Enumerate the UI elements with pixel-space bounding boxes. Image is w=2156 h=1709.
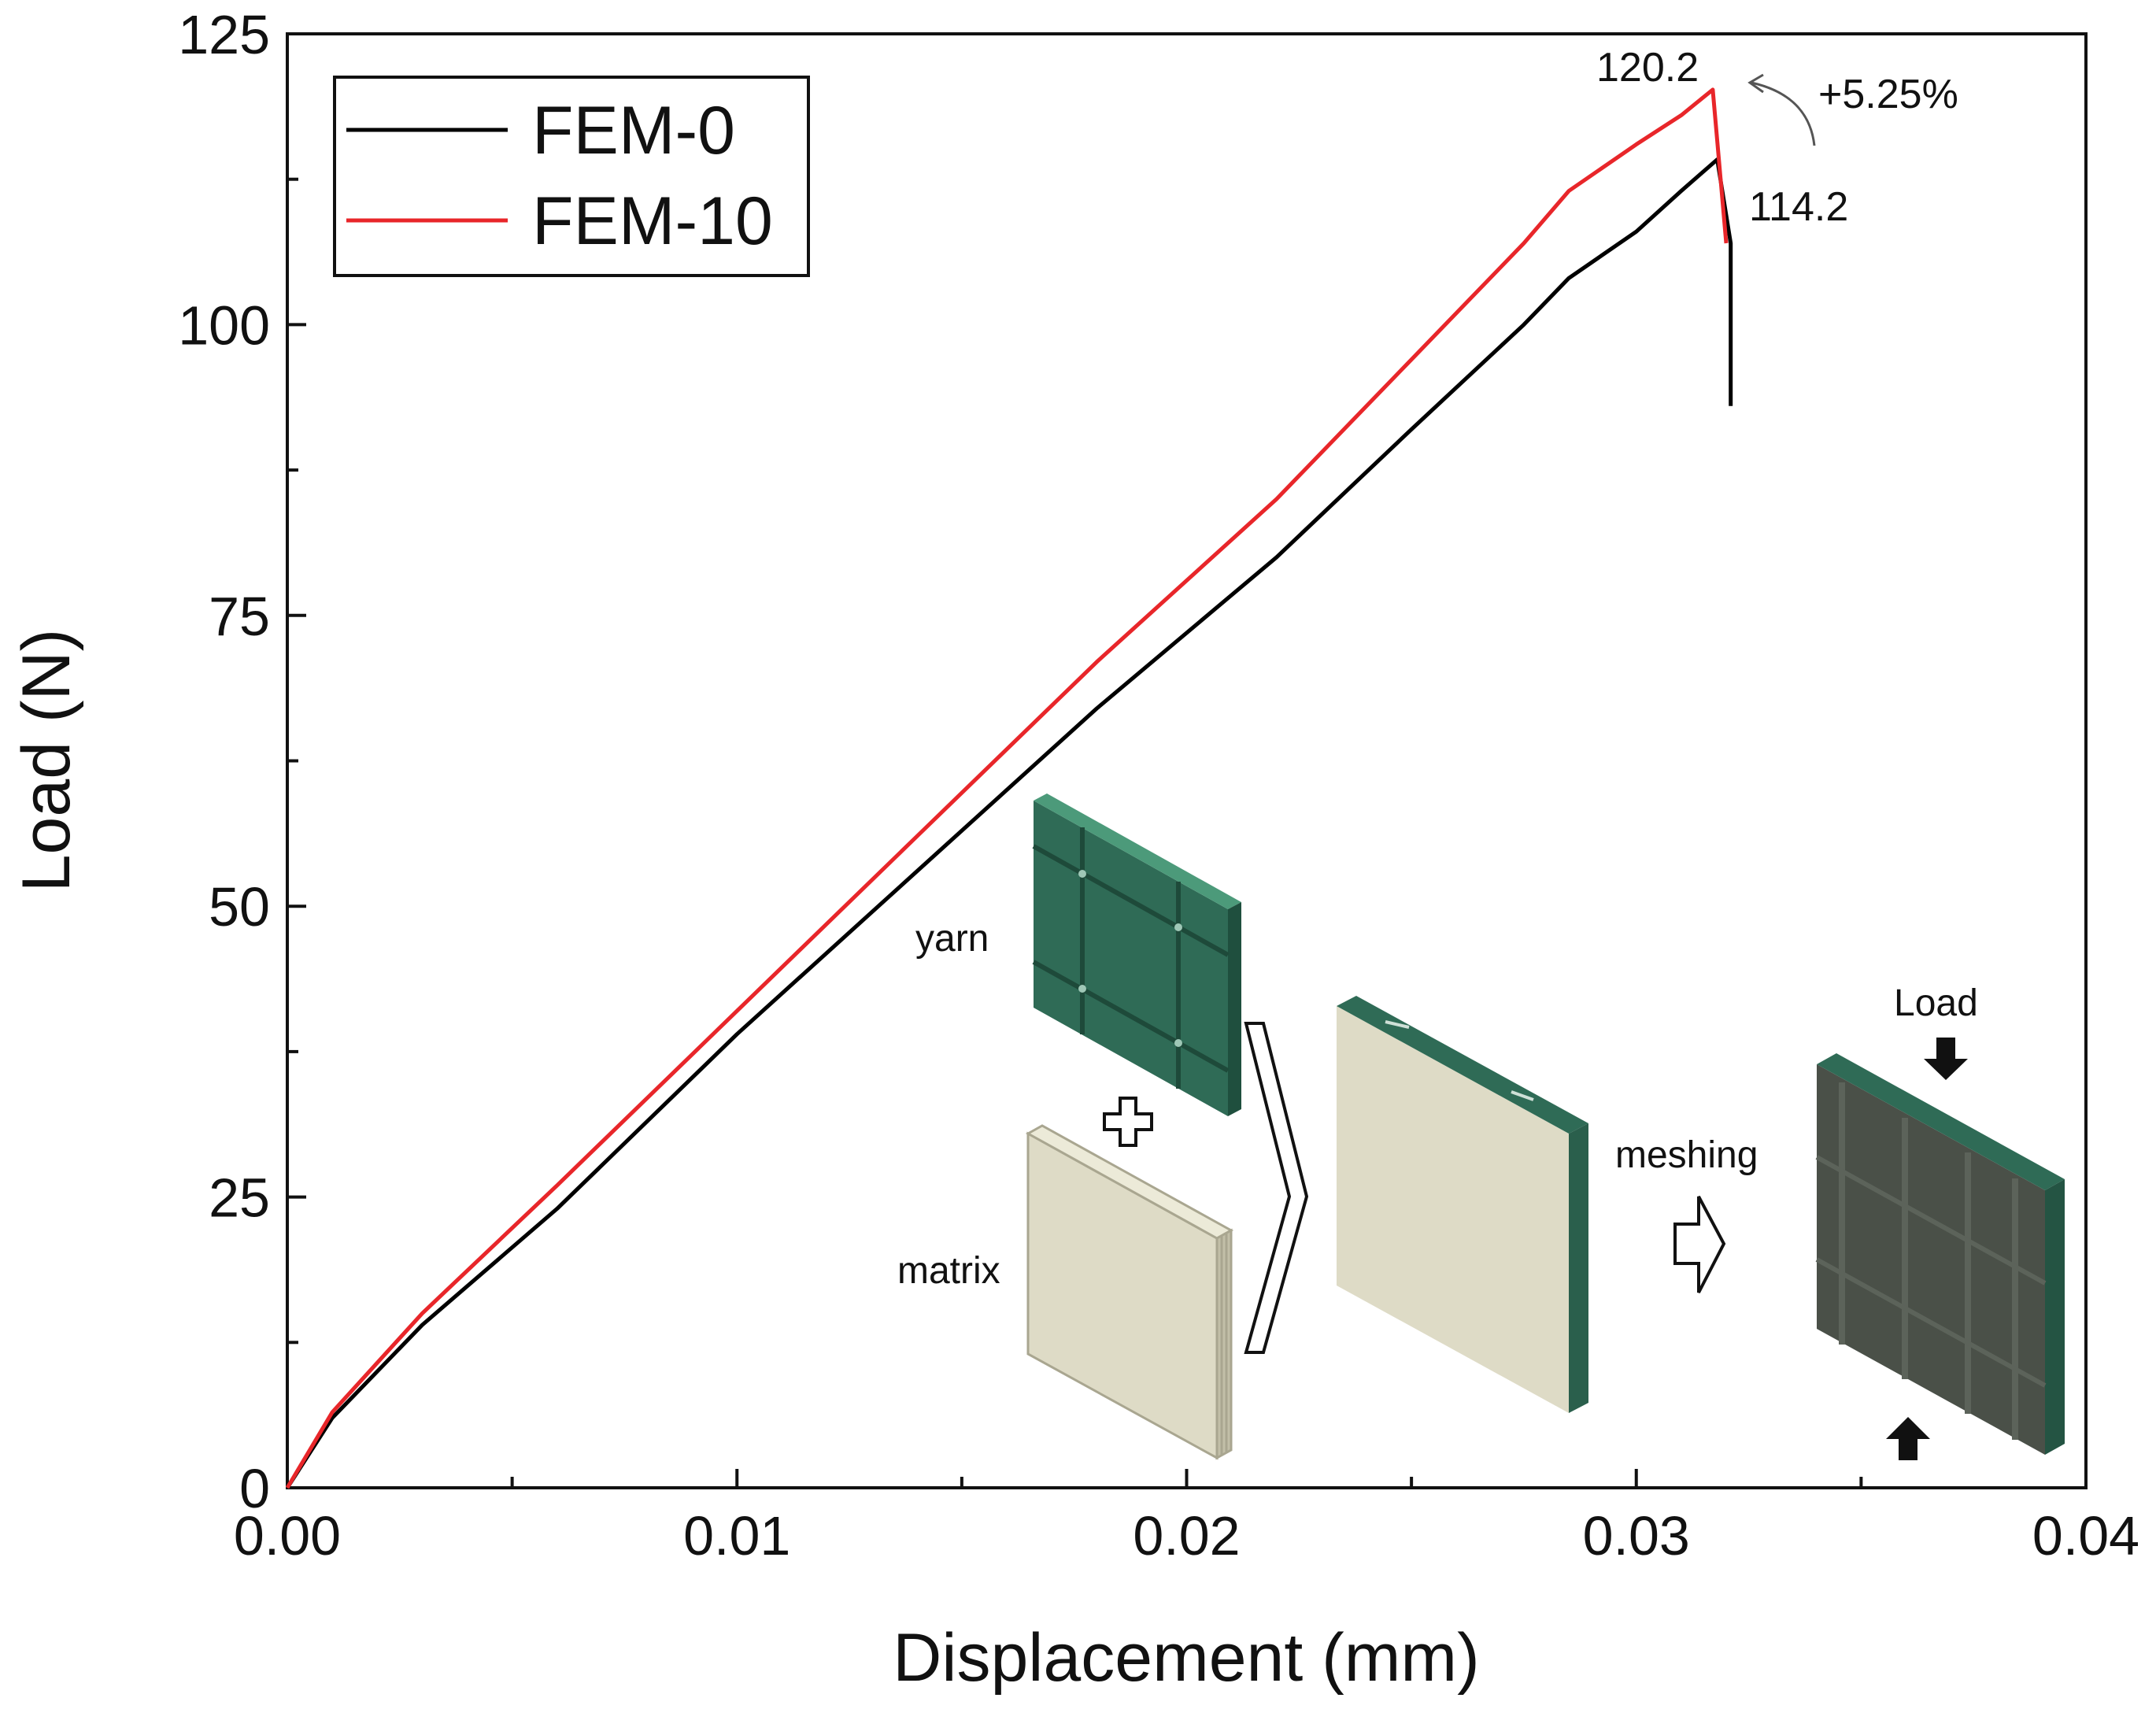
arrow-right-icon [1673, 1196, 1726, 1293]
meshed-model-picture [1815, 1053, 2065, 1455]
peak-label-fem-0: 114.2 [1749, 184, 1848, 230]
combined-model-picture [1337, 996, 1588, 1413]
series-line-fem-10 [285, 87, 1729, 1489]
x-tick-label: 0.01 [683, 1505, 790, 1567]
x-tick-labels: 0.00 0.01 0.02 0.03 0.04 [234, 1505, 2139, 1567]
peak-label-fem-10: 120.2 [1596, 45, 1699, 91]
plus-icon [1103, 1097, 1153, 1147]
x-tick-label: 0.00 [234, 1505, 341, 1567]
x-axis-ticks [286, 1469, 2088, 1488]
legend-label-fem-10: FEM-10 [532, 183, 773, 259]
legend-box [333, 76, 810, 277]
y-axis-ticks [287, 32, 306, 1489]
y-tick-label: 50 [209, 876, 270, 938]
x-axis-title: Displacement (mm) [893, 1620, 1479, 1696]
yarn-model-picture [1032, 793, 1241, 1116]
y-tick-label: 100 [178, 294, 270, 356]
legend: FEM-0 FEM-10 [333, 76, 810, 277]
y-tick-label: 125 [178, 4, 270, 65]
y-axis-title: Load (N) [9, 629, 84, 893]
x-tick-label: 0.02 [1133, 1505, 1240, 1567]
curved-arrow-icon [1751, 81, 1816, 146]
increase-label: +5.25% [1818, 72, 1958, 117]
series-line-fem-0 [285, 157, 1733, 1489]
legend-label-fem-0: FEM-0 [532, 93, 735, 168]
chevron-right-icon [1244, 1022, 1309, 1354]
meshing-label: meshing [1615, 1134, 1758, 1176]
yarn-label: yarn [915, 918, 989, 960]
y-tick-labels: 0 25 50 75 100 125 [178, 4, 270, 1519]
y-tick-label: 25 [209, 1167, 270, 1229]
x-tick-label: 0.03 [1583, 1505, 1690, 1567]
y-tick-label: 0 [239, 1458, 270, 1519]
model-construction-inset: yarn matrix meshing [897, 793, 2065, 1460]
arrow-up-icon [1886, 1417, 1930, 1460]
matrix-model-picture [1025, 1124, 1234, 1460]
y-tick-label: 75 [209, 586, 270, 647]
load-label: Load [1894, 982, 1978, 1024]
x-tick-label: 0.04 [2032, 1505, 2139, 1567]
curved-arrowhead-icon [1747, 73, 1764, 94]
arrow-down-icon [1924, 1038, 1968, 1080]
matrix-label: matrix [897, 1250, 1000, 1292]
